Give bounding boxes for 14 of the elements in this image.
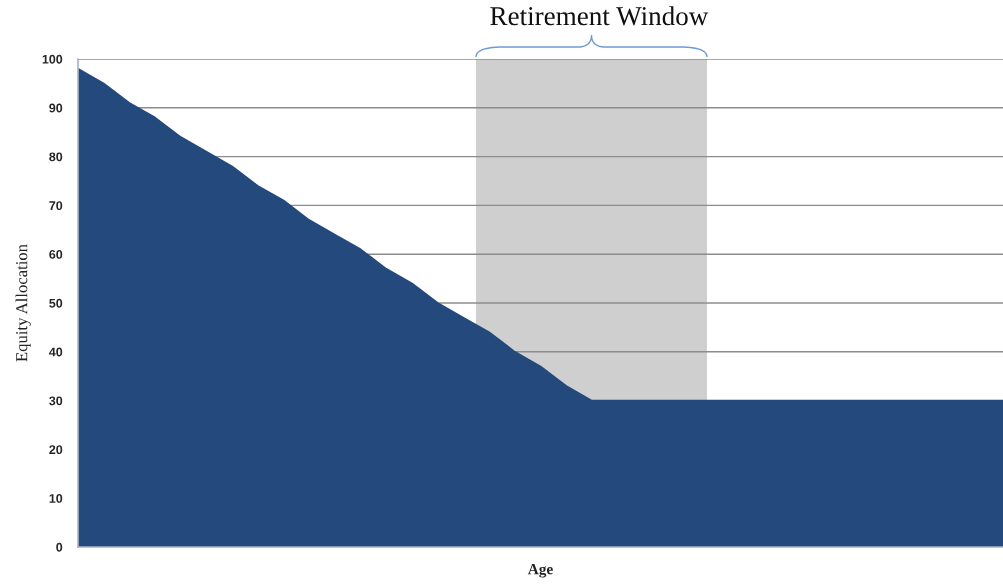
text: Retirement Window [490, 6, 709, 26]
y-tick-label: 80 [49, 152, 63, 162]
x-axis-title: Age [527, 564, 553, 578]
y-tick-label: 60 [49, 250, 63, 259]
y-tick-label: 10 [49, 494, 63, 503]
y-tick-label: 20 [49, 445, 63, 455]
y-tick-label: 50 [49, 298, 63, 308]
y-tick-label: 0 [56, 542, 63, 552]
y-tick-label: 90 [49, 103, 63, 113]
y-tick-label: 70 [49, 201, 63, 211]
y-axis-title: Equity Allocation [15, 244, 31, 362]
y-tick-label: 100 [42, 54, 63, 64]
y-tick-label: 30 [49, 396, 63, 406]
y-tick-label: 40 [49, 347, 63, 357]
